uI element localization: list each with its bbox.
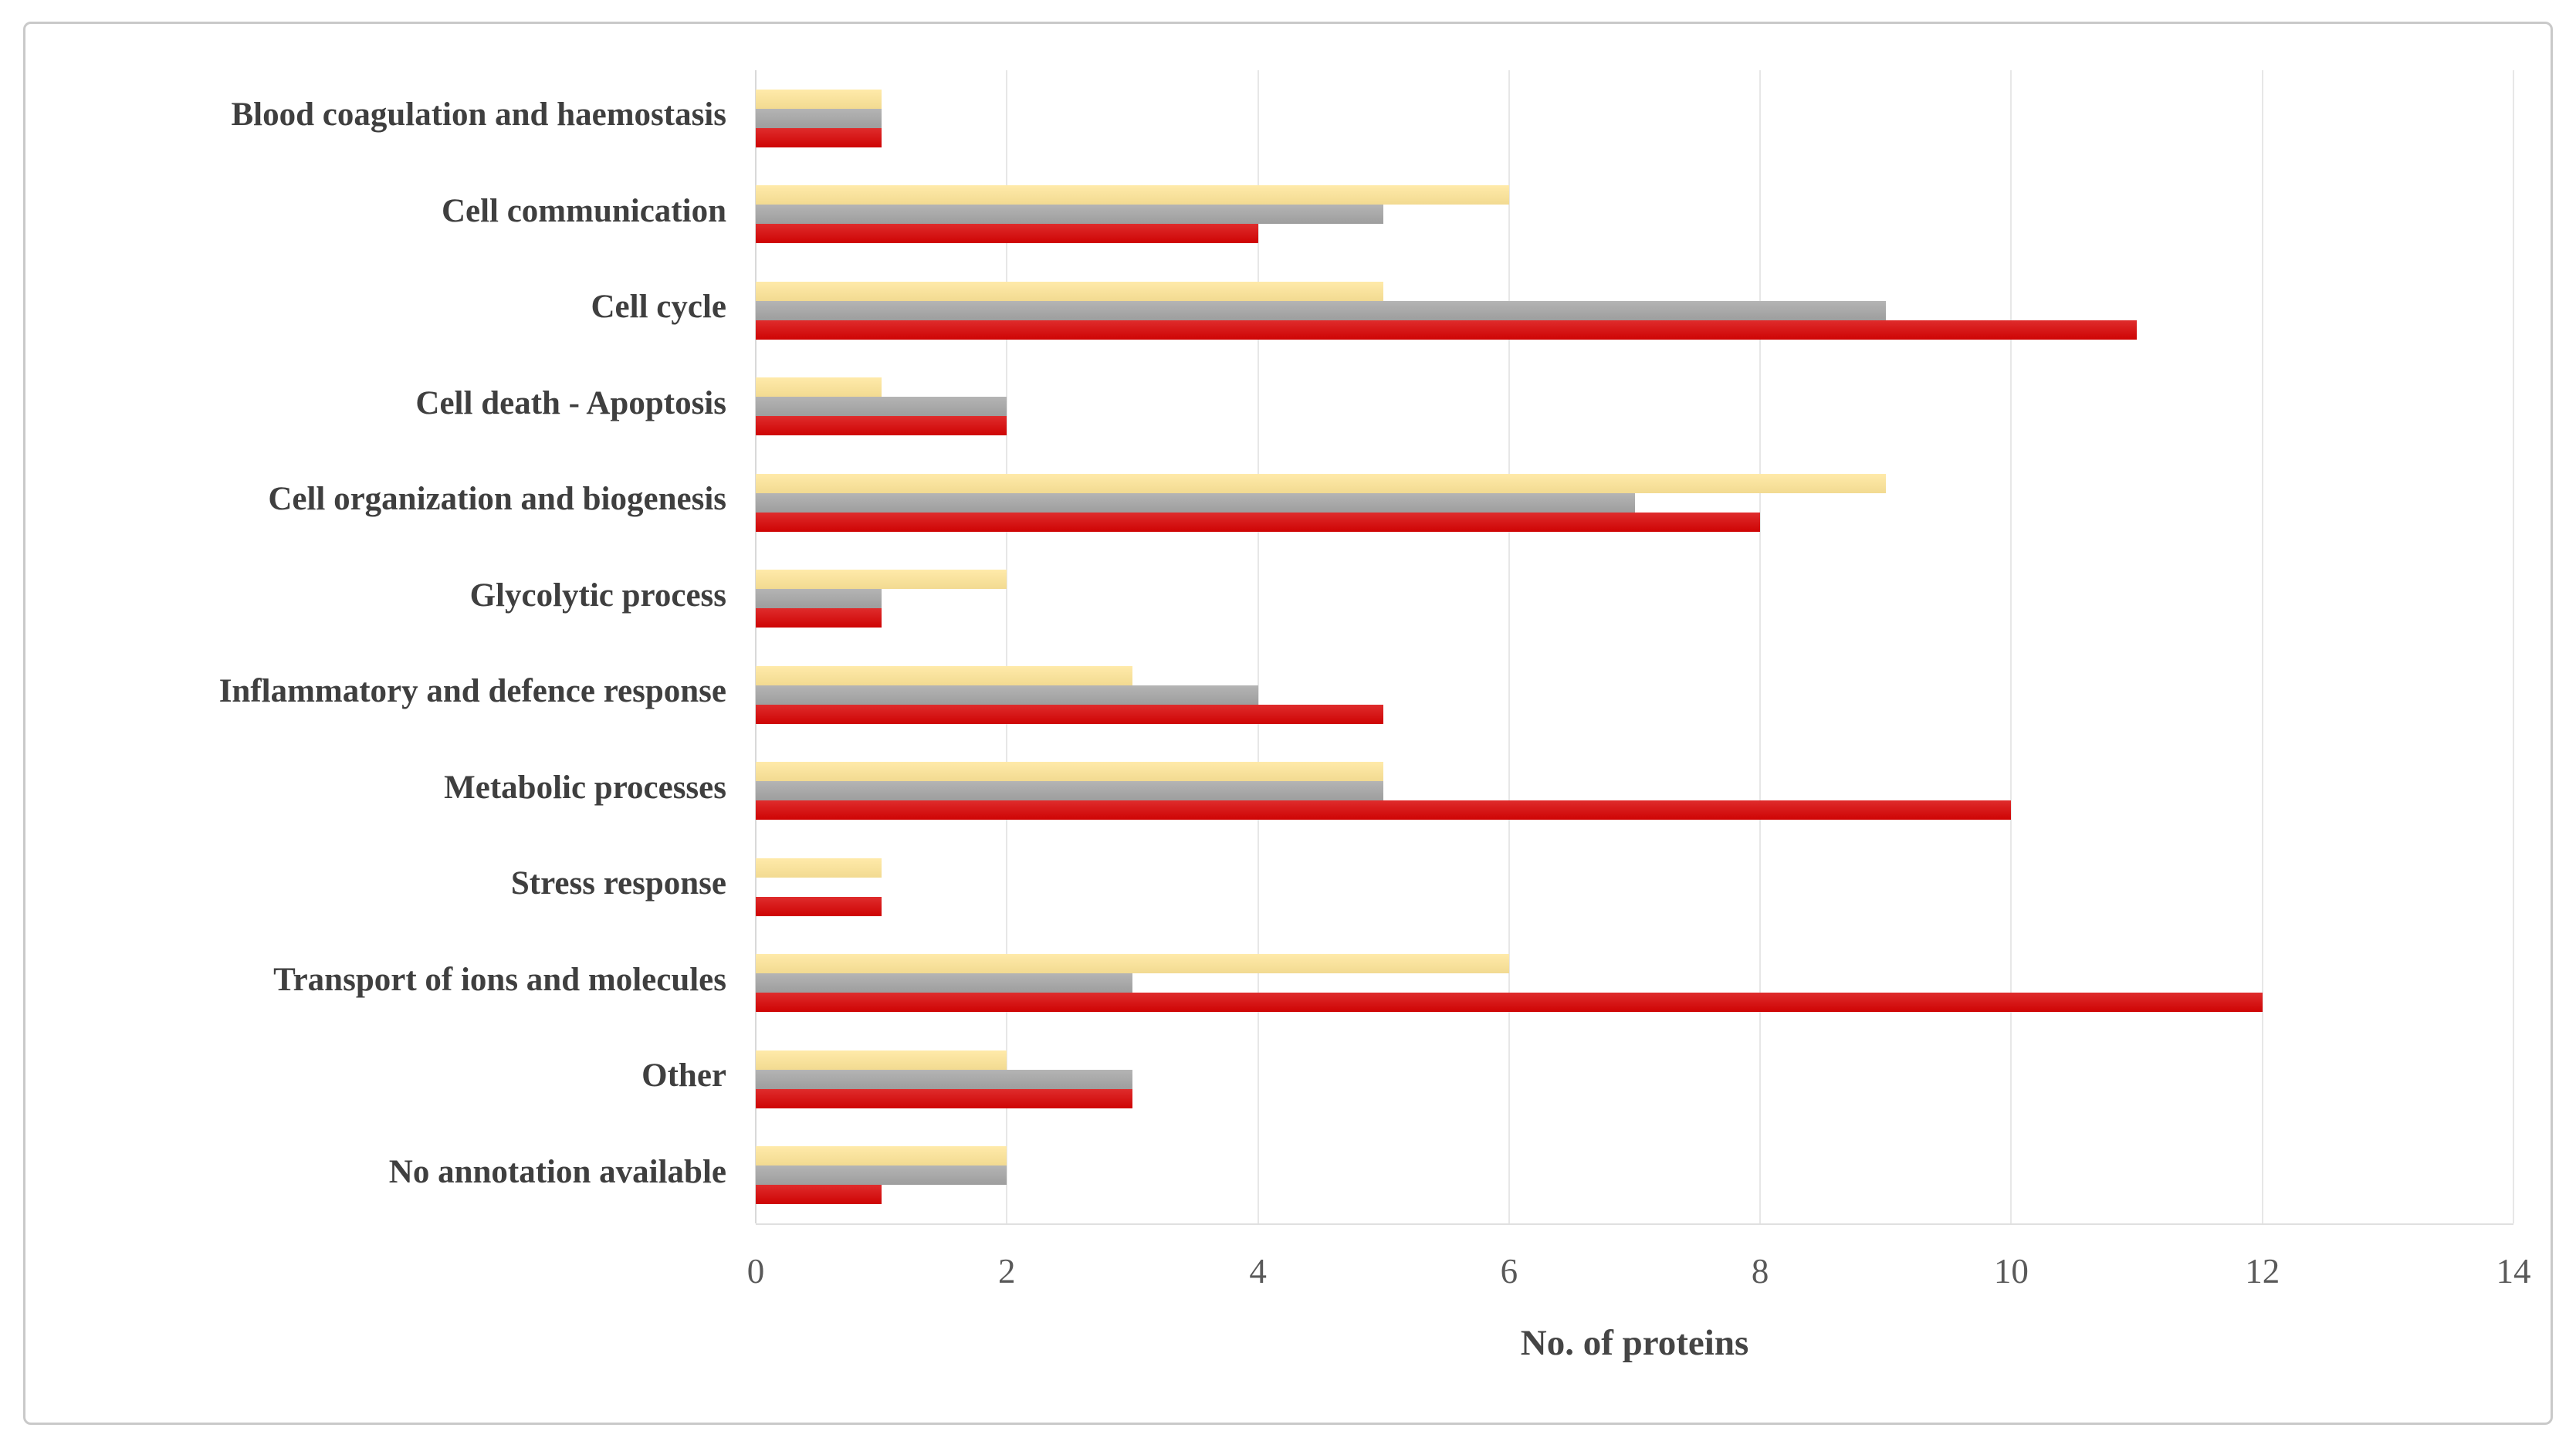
bar-gray [756, 973, 1132, 993]
gridline-x-6 [1508, 70, 1510, 1223]
category-label: No annotation available [388, 1153, 726, 1190]
gridline-x-10 [2010, 70, 2012, 1223]
category-label: Metabolic processes [444, 769, 726, 806]
bar-red [756, 800, 2012, 820]
category-label: Other [641, 1057, 726, 1094]
category-label: Blood coagulation and haemostasis [231, 96, 726, 134]
bar-yellow [756, 1050, 1007, 1070]
x-tick-label: 14 [2496, 1252, 2531, 1291]
bar-yellow [756, 473, 1886, 493]
bar-red [756, 608, 882, 628]
category-label: Cell death - Apoptosis [415, 384, 726, 421]
bar-gray [756, 1069, 1132, 1089]
bar-red [756, 416, 1007, 436]
x-tick-label: 0 [746, 1252, 765, 1291]
x-axis-line [756, 1223, 2513, 1225]
bar-red [756, 224, 1258, 244]
category-label: Cell cycle [591, 289, 727, 326]
bar-red [756, 704, 1384, 724]
bar-yellow [756, 954, 1509, 974]
bar-red [756, 896, 882, 916]
x-tick-label: 2 [998, 1252, 1016, 1291]
bar-red [756, 993, 2263, 1013]
x-tick-label: 6 [1500, 1252, 1518, 1291]
bar-gray [756, 300, 1886, 320]
bar-gray [756, 1166, 1007, 1186]
bar-red [756, 127, 882, 147]
gridline-x-0 [755, 70, 757, 1223]
category-label: Glycolytic process [469, 577, 726, 614]
bar-gray [756, 205, 1384, 225]
x-tick-label: 10 [1993, 1252, 2029, 1291]
x-tick-label: 4 [1249, 1252, 1267, 1291]
gridline-x-2 [1006, 70, 1008, 1223]
category-label: Cell communication [441, 192, 726, 229]
bar-yellow [756, 185, 1509, 205]
bar-gray [756, 397, 1007, 417]
bar-gray [756, 589, 882, 609]
category-label: Inflammatory and defence response [218, 673, 726, 710]
category-label: Cell organization and biogenesis [268, 481, 726, 518]
bar-yellow [756, 281, 1384, 301]
gridline-x-12 [2261, 70, 2263, 1223]
category-label: Stress response [510, 865, 726, 902]
bar-yellow [756, 762, 1384, 782]
bar-yellow [756, 665, 1132, 685]
bar-yellow [756, 1146, 1007, 1166]
x-tick-label: 12 [2245, 1252, 2280, 1291]
bar-gray [756, 108, 882, 128]
bar-yellow [756, 89, 882, 109]
category-label: Transport of ions and molecules [273, 961, 726, 998]
x-axis-title: No. of proteins [1520, 1323, 1749, 1363]
bar-gray [756, 492, 1635, 513]
bar-yellow [756, 858, 882, 878]
bar-red [756, 1088, 1132, 1108]
bar-gray [756, 685, 1258, 705]
bar-yellow [756, 570, 1007, 590]
bar-red [756, 1185, 882, 1205]
x-tick-label: 8 [1751, 1252, 1769, 1291]
bar-gray [756, 781, 1384, 801]
bar-red [756, 512, 1761, 532]
gridline-x-8 [1759, 70, 1762, 1223]
gridline-x-14 [2513, 70, 2514, 1223]
gridline-x-4 [1257, 70, 1259, 1223]
bar-yellow [756, 377, 882, 398]
bar-red [756, 320, 2138, 340]
